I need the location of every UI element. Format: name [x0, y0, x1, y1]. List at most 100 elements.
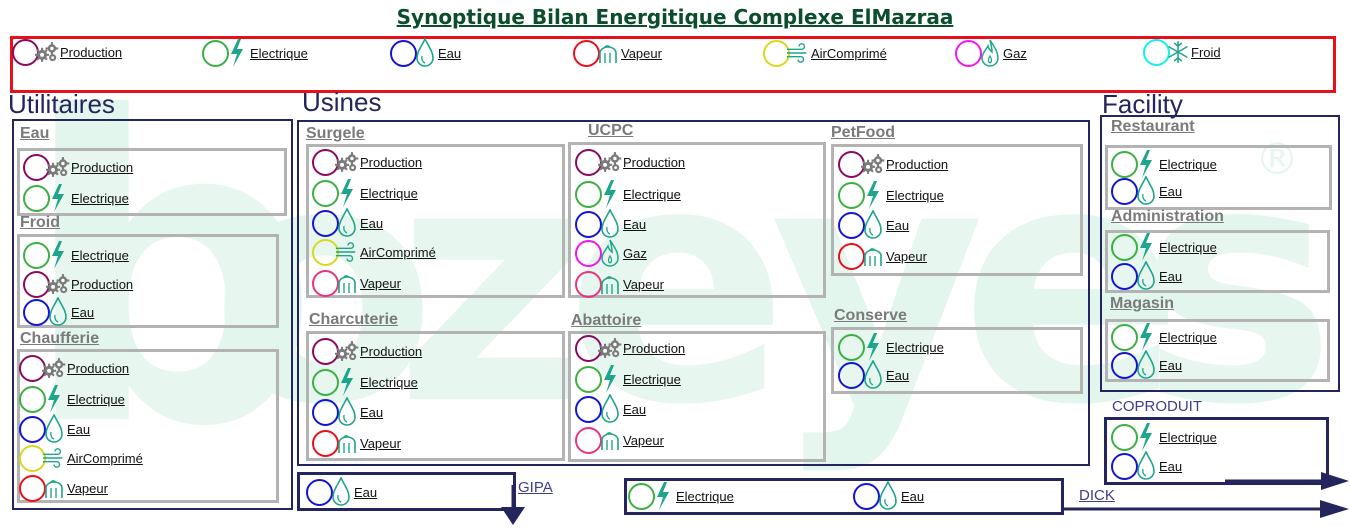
meter-eau[interactable]: Eau	[1111, 350, 1182, 379]
meter-electrique[interactable]: Electrique	[312, 179, 418, 207]
meter-electrique[interactable]: Electrique	[312, 368, 418, 396]
meter-vapeur[interactable]: Vapeur	[575, 426, 664, 454]
meter-label: Electrique	[623, 186, 681, 202]
page-title: Synoptique Bilan Energitique Complexe El…	[396, 5, 954, 29]
meter-label: Eau	[623, 216, 647, 232]
eau-ring-icon	[1111, 177, 1138, 205]
meter-eau[interactable]: Eau	[23, 297, 95, 326]
lightning-icon	[651, 482, 675, 510]
meter-eau[interactable]: Eau	[1111, 261, 1183, 290]
meter-vapeur[interactable]: Vapeur	[838, 242, 927, 270]
meter-electrique[interactable]: Electrique	[19, 385, 125, 413]
meter-aircomprime[interactable]: AirComprimé	[19, 444, 143, 472]
dick-title[interactable]: DICK	[1079, 487, 1115, 504]
air-wind-icon	[335, 238, 359, 266]
meter-eau[interactable]: Eau	[1111, 451, 1183, 480]
vapeur-ring-icon	[575, 426, 602, 454]
lightning-icon	[1134, 423, 1158, 451]
legend-label: Eau	[438, 45, 462, 61]
meter-electrique[interactable]: Electrique	[1111, 423, 1217, 451]
legend-item-electrique[interactable]: Electrique	[202, 39, 308, 67]
group-title-froid[interactable]: Froid	[20, 214, 60, 231]
meter-electrique[interactable]: Electrique	[1111, 323, 1217, 351]
water-drop-icon	[413, 38, 437, 67]
meter-gaz[interactable]: Gaz	[575, 239, 647, 267]
meter-electrique[interactable]: Electrique	[1111, 150, 1217, 178]
meter-vapeur[interactable]: Vapeur	[312, 269, 401, 297]
water-drop-icon	[861, 360, 885, 389]
meter-eau[interactable]: Eau	[312, 397, 383, 426]
meter-production[interactable]: Production	[312, 148, 422, 176]
meter-electrique[interactable]: Electrique	[1111, 233, 1217, 261]
steam-icon	[42, 474, 66, 502]
meter-label: Production	[623, 340, 686, 356]
meter-production[interactable]: Production	[23, 270, 133, 298]
meter-eau[interactable]: Eau	[853, 481, 924, 510]
legend-item-eau[interactable]: Eau	[390, 38, 462, 67]
meter-eau[interactable]: Eau	[1111, 176, 1182, 205]
meter-electrique[interactable]: Electrique	[23, 184, 129, 212]
group-title-administration[interactable]: Administration	[1111, 208, 1224, 225]
meter-production[interactable]: Production	[23, 153, 133, 181]
group-title-surgele[interactable]: Surgele	[306, 125, 365, 142]
meter-vapeur[interactable]: Vapeur	[312, 429, 401, 457]
meter-label: Eau	[1159, 458, 1183, 474]
dick-frame	[624, 478, 1064, 515]
meter-electrique[interactable]: Electrique	[838, 181, 944, 209]
legend-label: Vapeur	[621, 45, 662, 61]
group-title-magasin[interactable]: Magasin	[1110, 295, 1175, 312]
meter-eau[interactable]: Eau	[19, 414, 90, 443]
meter-vapeur[interactable]: Vapeur	[575, 270, 664, 298]
group-title-ucpc[interactable]: UCPC	[588, 122, 634, 139]
meter-eau[interactable]: Eau	[575, 394, 646, 423]
group-title-eau[interactable]: Eau	[20, 125, 50, 142]
group-title-charcuterie[interactable]: Charcuterie	[309, 311, 398, 328]
meter-electrique[interactable]: Electrique	[838, 333, 944, 361]
meter-label: Electrique	[623, 371, 681, 387]
meter-label: Eau	[71, 304, 95, 320]
gears-icon	[335, 148, 359, 176]
eau-ring-icon	[312, 398, 339, 426]
meter-electrique[interactable]: Electrique	[575, 365, 681, 393]
legend-item-gaz[interactable]: Gaz	[955, 39, 1027, 67]
meter-eau[interactable]: Eau	[306, 477, 377, 506]
group-title-conserve[interactable]: Conserve	[834, 307, 907, 324]
meter-production[interactable]: Production	[575, 334, 685, 362]
electrique-ring-icon	[23, 241, 50, 269]
legend-label: Electrique	[250, 45, 308, 61]
meter-label: Eau	[1159, 268, 1183, 284]
meter-vapeur[interactable]: Vapeur	[19, 474, 108, 502]
legend-item-aircomprime[interactable]: AirComprimé	[763, 39, 887, 67]
coproduit-title[interactable]: COPRODUIT	[1112, 398, 1202, 415]
meter-production[interactable]: Production	[575, 148, 685, 176]
legend-item-froid[interactable]: Froid	[1143, 38, 1221, 66]
meter-label: Production	[623, 154, 686, 170]
eau-ring-icon	[838, 211, 865, 239]
meter-eau[interactable]: Eau	[838, 210, 909, 239]
dick-arrow	[1062, 500, 1349, 518]
steam-icon	[598, 426, 622, 454]
meter-eau[interactable]: Eau	[838, 360, 909, 389]
group-title-abattoire[interactable]: Abattoire	[571, 312, 642, 329]
meter-label: Electrique	[360, 374, 418, 390]
electrique-ring-icon	[1111, 233, 1138, 261]
meter-label: Electrique	[886, 187, 944, 203]
legend-item-production[interactable]: Production	[12, 38, 122, 66]
lightning-icon	[42, 385, 66, 413]
meter-electrique[interactable]: Electrique	[23, 241, 129, 269]
meter-aircomprime[interactable]: AirComprimé	[312, 238, 436, 266]
legend-item-vapeur[interactable]: Vapeur	[573, 39, 662, 67]
meter-production[interactable]: Production	[19, 354, 129, 382]
meter-electrique[interactable]: Electrique	[628, 482, 734, 510]
meter-production[interactable]: Production	[312, 337, 422, 365]
group-title-chaufferie[interactable]: Chaufferie	[20, 330, 100, 347]
meter-eau[interactable]: Eau	[575, 209, 647, 238]
group-title-petfood[interactable]: PetFood	[831, 124, 895, 141]
meter-label: Production	[71, 276, 134, 292]
group-title-restaurant[interactable]: Restaurant	[1111, 118, 1195, 135]
meter-eau[interactable]: Eau	[312, 208, 383, 237]
meter-production[interactable]: Production	[838, 150, 948, 178]
eau-ring-icon	[390, 39, 417, 67]
gipa-title[interactable]: GIPA	[518, 479, 553, 496]
meter-electrique[interactable]: Electrique	[575, 180, 681, 208]
